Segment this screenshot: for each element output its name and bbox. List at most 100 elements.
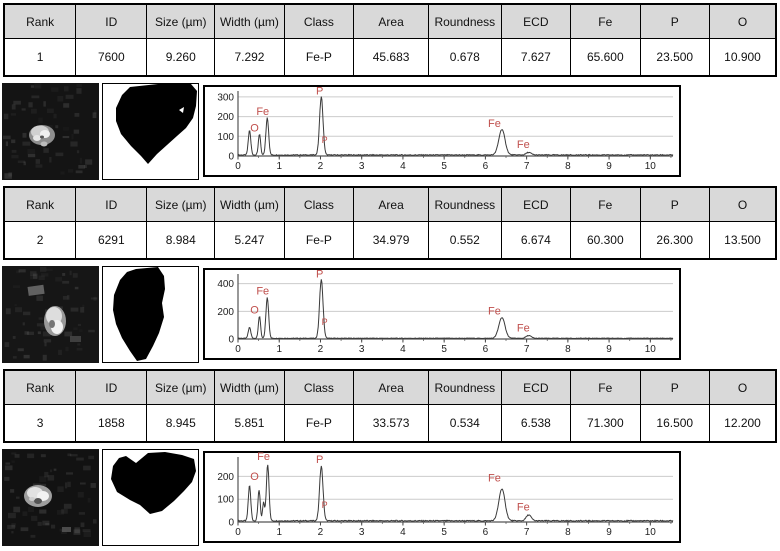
eds-spectrum-chart: 0 100 200 0 1 2 3 4 5 6 7 8 9 10 Fe O P P Fe Fe: [217, 451, 674, 538]
cell-roundness: 0.552: [428, 221, 502, 260]
svg-text:7: 7: [524, 527, 530, 538]
col-header-p: P: [639, 186, 711, 222]
col-header-rank: Rank: [3, 186, 77, 222]
sem-particle-image: [2, 83, 99, 180]
svg-text:4: 4: [400, 344, 406, 355]
particle-table-3: Rank ID Size (µm) Width (µm) Class Area …: [3, 369, 777, 443]
cell-ecd: 7.627: [500, 38, 572, 77]
svg-text:6: 6: [483, 344, 489, 355]
cell-id: 6291: [75, 221, 148, 260]
col-header-class: Class: [283, 3, 355, 39]
col-header-size: Size (µm): [146, 369, 216, 405]
binary-mask-image: [102, 83, 199, 180]
svg-text:P: P: [316, 86, 323, 98]
sem-particle-image: [2, 266, 99, 363]
cell-class: Fe-P: [283, 38, 355, 77]
svg-text:300: 300: [217, 92, 234, 103]
col-header-ecd: ECD: [500, 3, 572, 39]
particle-panel-1: Rank ID Size (µm) Width (µm) Class Area …: [0, 3, 780, 180]
cell-id: 7600: [75, 38, 148, 77]
svg-text:9: 9: [606, 161, 612, 172]
svg-text:200: 200: [217, 112, 234, 123]
svg-text:6: 6: [483, 527, 489, 538]
svg-text:200: 200: [217, 472, 234, 483]
cell-rank: 2: [3, 221, 77, 260]
svg-text:8: 8: [565, 161, 571, 172]
svg-text:8: 8: [565, 527, 571, 538]
cell-area: 45.683: [353, 38, 430, 77]
col-header-width: Width (µm): [214, 369, 285, 405]
svg-text:2: 2: [318, 527, 324, 538]
svg-text:7: 7: [524, 344, 530, 355]
sem-particle: [29, 125, 55, 147]
col-header-width: Width (µm): [214, 3, 285, 39]
mask-blob: [111, 452, 196, 514]
cell-p: 16.500: [639, 404, 711, 443]
mask-blob: [116, 84, 197, 164]
col-header-ecd: ECD: [500, 186, 572, 222]
eds-spectrum-box: 0 100 200 0 1 2 3 4 5 6 7 8 9 10 Fe O P P Fe Fe: [203, 451, 681, 543]
cell-fe: 60.300: [570, 221, 641, 260]
cell-size: 8.984: [146, 221, 216, 260]
svg-text:Fe: Fe: [517, 502, 530, 514]
cell-fe: 65.600: [570, 38, 641, 77]
cell-width: 7.292: [214, 38, 285, 77]
mask-blob: [113, 267, 165, 361]
table-header-row: Rank ID Size (µm) Width (µm) Class Area …: [3, 3, 777, 39]
cell-roundness: 0.678: [428, 38, 502, 77]
col-header-size: Size (µm): [146, 186, 216, 222]
sem-particle-image: [2, 449, 99, 546]
svg-text:Fe: Fe: [488, 305, 501, 317]
svg-text:0: 0: [235, 344, 241, 355]
eds-spectrum-box: 0 200 400 0 1 2 3 4 5 6 7 8 9 10 P Fe O P Fe Fe: [203, 268, 681, 360]
cell-area: 33.573: [353, 404, 430, 443]
svg-text:O: O: [250, 122, 259, 134]
col-header-id: ID: [75, 3, 148, 39]
svg-text:4: 4: [400, 527, 406, 538]
col-header-p: P: [639, 369, 711, 405]
svg-text:Fe: Fe: [488, 118, 501, 130]
media-row-2: 0 200 400 0 1 2 3 4 5 6 7 8 9 10 P Fe O P Fe Fe: [0, 266, 780, 363]
cell-o: 12.200: [709, 404, 777, 443]
svg-text:Fe: Fe: [256, 106, 269, 118]
binary-mask-image: [102, 266, 199, 363]
cell-width: 5.247: [214, 221, 285, 260]
col-header-area: Area: [353, 3, 430, 39]
col-header-id: ID: [75, 369, 148, 405]
svg-text:10: 10: [645, 527, 657, 538]
col-header-area: Area: [353, 186, 430, 222]
svg-text:9: 9: [606, 344, 612, 355]
col-header-rank: Rank: [3, 369, 77, 405]
svg-text:100: 100: [217, 132, 234, 143]
cell-id: 1858: [75, 404, 148, 443]
svg-text:10: 10: [645, 344, 657, 355]
svg-text:2: 2: [318, 161, 324, 172]
particle-table-1: Rank ID Size (µm) Width (µm) Class Area …: [3, 3, 777, 77]
col-header-p: P: [639, 3, 711, 39]
cell-roundness: 0.534: [428, 404, 502, 443]
svg-text:P: P: [316, 268, 323, 280]
svg-text:200: 200: [217, 307, 234, 318]
col-header-roundness: Roundness: [428, 186, 502, 222]
col-header-o: O: [709, 369, 777, 405]
svg-text:7: 7: [524, 161, 530, 172]
col-header-fe: Fe: [570, 3, 641, 39]
col-header-roundness: Roundness: [428, 3, 502, 39]
particle-panel-2: Rank ID Size (µm) Width (µm) Class Area …: [0, 186, 780, 363]
col-header-ecd: ECD: [500, 369, 572, 405]
svg-text:8: 8: [565, 344, 571, 355]
svg-text:3: 3: [359, 527, 365, 538]
media-row-1: 0 100 200 300 0 1 2 3 4 5 6 7 8 9 10 P Fe O P Fe Fe: [0, 83, 780, 180]
svg-text:P: P: [322, 135, 328, 145]
svg-text:0: 0: [235, 527, 241, 538]
col-header-fe: Fe: [570, 186, 641, 222]
cell-fe: 71.300: [570, 404, 641, 443]
svg-text:Fe: Fe: [257, 451, 270, 463]
col-header-width: Width (µm): [214, 186, 285, 222]
svg-text:1: 1: [276, 161, 282, 172]
svg-text:100: 100: [217, 495, 234, 506]
svg-text:Fe: Fe: [256, 285, 269, 297]
sem-particle: [27, 284, 81, 342]
svg-text:4: 4: [400, 161, 406, 172]
col-header-rank: Rank: [3, 3, 77, 39]
